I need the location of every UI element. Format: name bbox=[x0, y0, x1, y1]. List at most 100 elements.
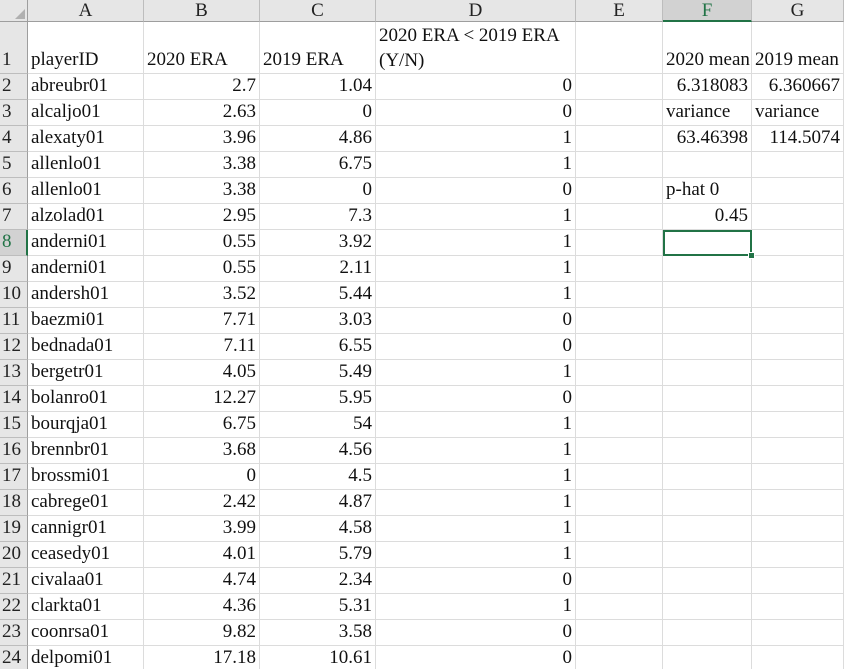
empty-cell[interactable] bbox=[576, 490, 663, 516]
empty-cell[interactable] bbox=[663, 412, 752, 438]
era-2019-cell[interactable]: 2.34 bbox=[260, 568, 376, 594]
empty-cell[interactable] bbox=[752, 230, 844, 256]
empty-cell[interactable] bbox=[663, 568, 752, 594]
header-player-id[interactable]: playerID bbox=[28, 22, 144, 74]
empty-cell[interactable] bbox=[576, 646, 663, 669]
player-id-cell[interactable]: allenlo01 bbox=[28, 178, 144, 204]
empty-cell[interactable] bbox=[576, 256, 663, 282]
player-id-cell[interactable]: brennbr01 bbox=[28, 438, 144, 464]
comparison-cell[interactable]: 1 bbox=[376, 360, 576, 386]
era-2019-cell[interactable]: 4.56 bbox=[260, 438, 376, 464]
row-header[interactable]: 4 bbox=[0, 126, 28, 152]
mean-2020-value[interactable]: 6.318083 bbox=[663, 74, 752, 100]
header-2019-era[interactable]: 2019 ERA bbox=[260, 22, 376, 74]
player-id-cell[interactable]: civalaa01 bbox=[28, 568, 144, 594]
era-2019-cell[interactable]: 1.04 bbox=[260, 74, 376, 100]
era-2020-cell[interactable]: 3.38 bbox=[144, 152, 260, 178]
comparison-cell[interactable]: 0 bbox=[376, 334, 576, 360]
era-2020-cell[interactable]: 2.63 bbox=[144, 100, 260, 126]
player-id-cell[interactable]: brossmi01 bbox=[28, 464, 144, 490]
column-header-d[interactable]: D bbox=[376, 0, 576, 22]
comparison-cell[interactable]: 1 bbox=[376, 230, 576, 256]
era-2019-cell[interactable]: 6.75 bbox=[260, 152, 376, 178]
empty-cell[interactable] bbox=[576, 464, 663, 490]
empty-cell[interactable] bbox=[752, 464, 844, 490]
column-header-b[interactable]: B bbox=[144, 0, 260, 22]
era-2019-cell[interactable]: 3.92 bbox=[260, 230, 376, 256]
empty-cell[interactable] bbox=[576, 360, 663, 386]
empty-cell[interactable] bbox=[576, 568, 663, 594]
empty-cell[interactable] bbox=[752, 308, 844, 334]
era-2019-cell[interactable]: 54 bbox=[260, 412, 376, 438]
row-header[interactable]: 2 bbox=[0, 74, 28, 100]
empty-cell[interactable] bbox=[663, 542, 752, 568]
empty-cell[interactable] bbox=[576, 282, 663, 308]
empty-cell[interactable] bbox=[576, 594, 663, 620]
column-header-e[interactable]: E bbox=[576, 0, 663, 22]
player-id-cell[interactable]: anderni01 bbox=[28, 256, 144, 282]
comparison-cell[interactable]: 0 bbox=[376, 620, 576, 646]
player-id-cell[interactable]: cannigr01 bbox=[28, 516, 144, 542]
era-2020-cell[interactable]: 0 bbox=[144, 464, 260, 490]
header-2020-era[interactable]: 2020 ERA bbox=[144, 22, 260, 74]
empty-cell[interactable] bbox=[663, 490, 752, 516]
era-2020-cell[interactable]: 9.82 bbox=[144, 620, 260, 646]
era-2019-cell[interactable]: 3.58 bbox=[260, 620, 376, 646]
empty-cell[interactable] bbox=[752, 490, 844, 516]
row-header[interactable]: 22 bbox=[0, 594, 28, 620]
era-2020-cell[interactable]: 4.74 bbox=[144, 568, 260, 594]
empty-cell[interactable] bbox=[752, 620, 844, 646]
comparison-cell[interactable]: 1 bbox=[376, 516, 576, 542]
comparison-cell[interactable]: 1 bbox=[376, 204, 576, 230]
player-id-cell[interactable]: clarkta01 bbox=[28, 594, 144, 620]
era-2020-cell[interactable]: 3.96 bbox=[144, 126, 260, 152]
cell-e1[interactable] bbox=[576, 22, 663, 74]
row-header[interactable]: 12 bbox=[0, 334, 28, 360]
column-header-f[interactable]: F bbox=[663, 0, 752, 22]
empty-cell[interactable] bbox=[752, 360, 844, 386]
comparison-cell[interactable]: 1 bbox=[376, 438, 576, 464]
player-id-cell[interactable]: allenlo01 bbox=[28, 152, 144, 178]
era-2019-cell[interactable]: 5.44 bbox=[260, 282, 376, 308]
player-id-cell[interactable]: andersh01 bbox=[28, 282, 144, 308]
comparison-cell[interactable]: 0 bbox=[376, 646, 576, 669]
empty-cell[interactable] bbox=[752, 438, 844, 464]
row-header[interactable]: 14 bbox=[0, 386, 28, 412]
empty-cell[interactable] bbox=[576, 126, 663, 152]
player-id-cell[interactable]: bolanro01 bbox=[28, 386, 144, 412]
active-cell-f8[interactable] bbox=[663, 230, 752, 256]
player-id-cell[interactable]: alexaty01 bbox=[28, 126, 144, 152]
era-2019-cell[interactable]: 5.49 bbox=[260, 360, 376, 386]
era-2020-cell[interactable]: 3.52 bbox=[144, 282, 260, 308]
comparison-cell[interactable]: 0 bbox=[376, 74, 576, 100]
empty-cell[interactable] bbox=[663, 152, 752, 178]
empty-cell[interactable] bbox=[576, 152, 663, 178]
era-2019-cell[interactable]: 0 bbox=[260, 178, 376, 204]
row-header[interactable]: 7 bbox=[0, 204, 28, 230]
row-header[interactable]: 20 bbox=[0, 542, 28, 568]
era-2020-cell[interactable]: 7.11 bbox=[144, 334, 260, 360]
empty-cell[interactable] bbox=[576, 334, 663, 360]
empty-cell[interactable] bbox=[576, 412, 663, 438]
player-id-cell[interactable]: anderni01 bbox=[28, 230, 144, 256]
comparison-cell[interactable]: 1 bbox=[376, 282, 576, 308]
player-id-cell[interactable]: cabrege01 bbox=[28, 490, 144, 516]
comparison-cell[interactable]: 1 bbox=[376, 490, 576, 516]
era-2020-cell[interactable]: 12.27 bbox=[144, 386, 260, 412]
era-2020-cell[interactable]: 4.36 bbox=[144, 594, 260, 620]
player-id-cell[interactable]: coonrsa01 bbox=[28, 620, 144, 646]
row-header[interactable]: 1 bbox=[0, 22, 28, 74]
era-2020-cell[interactable]: 7.71 bbox=[144, 308, 260, 334]
empty-cell[interactable] bbox=[752, 178, 844, 204]
header-era-comparison[interactable]: 2020 ERA < 2019 ERA (Y/N) bbox=[376, 22, 576, 74]
row-header[interactable]: 18 bbox=[0, 490, 28, 516]
empty-cell[interactable] bbox=[576, 74, 663, 100]
comparison-cell[interactable]: 1 bbox=[376, 256, 576, 282]
empty-cell[interactable] bbox=[576, 178, 663, 204]
era-2019-cell[interactable]: 5.31 bbox=[260, 594, 376, 620]
era-2019-cell[interactable]: 5.79 bbox=[260, 542, 376, 568]
row-header[interactable]: 6 bbox=[0, 178, 28, 204]
empty-cell[interactable] bbox=[576, 204, 663, 230]
empty-cell[interactable] bbox=[663, 516, 752, 542]
header-2020-mean[interactable]: 2020 mean bbox=[663, 22, 752, 74]
